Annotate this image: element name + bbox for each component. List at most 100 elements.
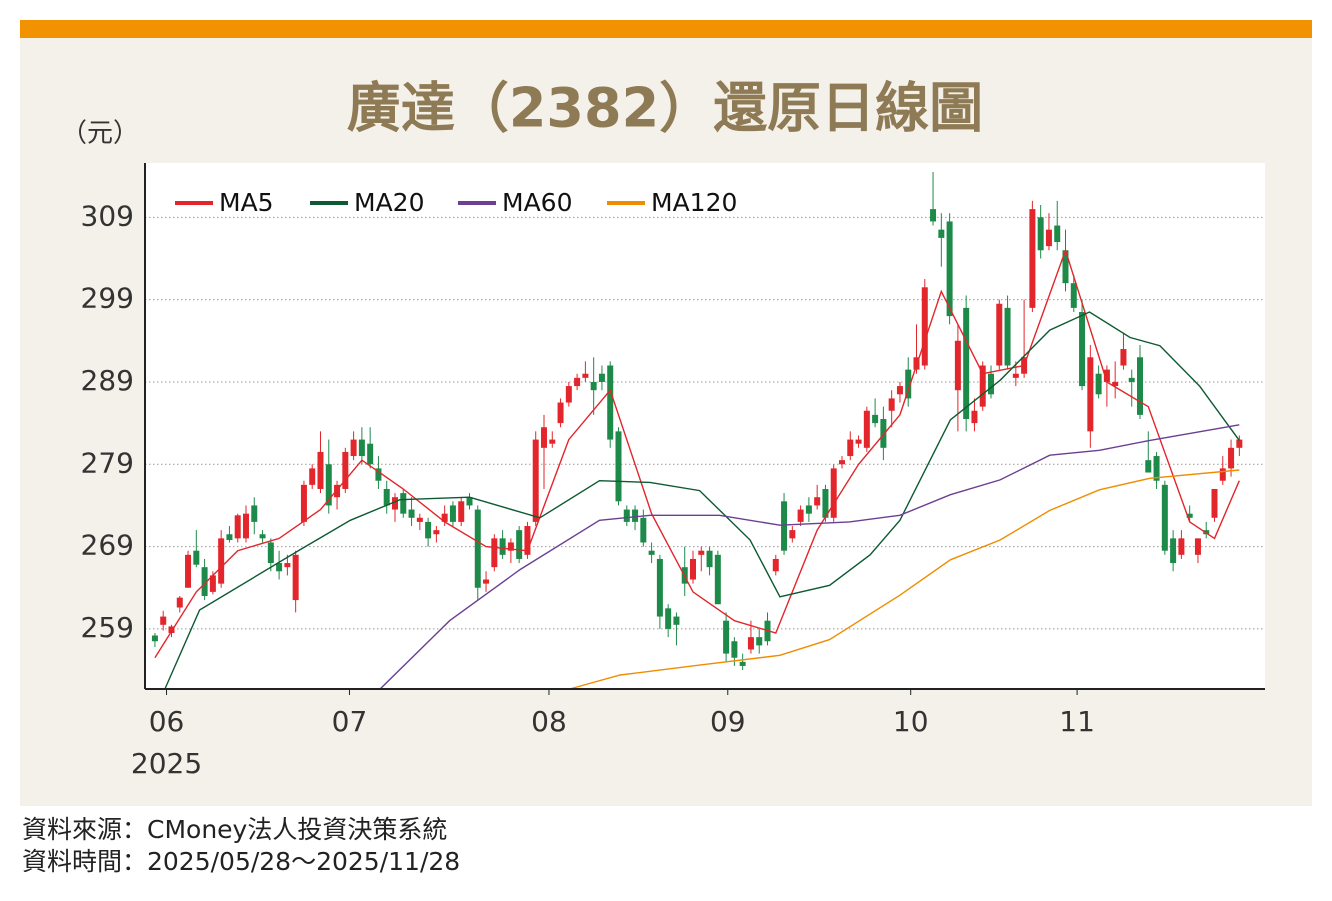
candle-body bbox=[1062, 250, 1069, 284]
top-bar bbox=[20, 20, 1312, 38]
x-tick-label: 11 bbox=[1059, 705, 1095, 738]
source: 資料來源：CMoney法人投資決策系統 bbox=[22, 815, 447, 844]
legend-label: MA120 bbox=[651, 188, 737, 217]
candle-body bbox=[466, 497, 473, 506]
candle-body bbox=[433, 530, 440, 535]
x-tick-label: 08 bbox=[531, 705, 567, 738]
candle-body bbox=[557, 402, 564, 424]
candle-body bbox=[996, 303, 1003, 366]
candle-body bbox=[590, 381, 597, 391]
candle-body bbox=[209, 575, 216, 592]
candle-body bbox=[1178, 538, 1185, 555]
candle-body bbox=[706, 550, 713, 568]
candle-body bbox=[483, 579, 490, 584]
candle-body bbox=[350, 439, 357, 457]
candle-body bbox=[665, 608, 672, 629]
candle-body bbox=[1170, 538, 1177, 564]
candle-body bbox=[607, 365, 614, 440]
candle-body bbox=[723, 620, 730, 654]
candle-body bbox=[739, 661, 746, 666]
y-tick-label: 259 bbox=[81, 611, 134, 644]
candle-body bbox=[408, 509, 415, 518]
legend-label: MA60 bbox=[502, 188, 572, 217]
candle-body bbox=[946, 221, 953, 317]
candle-body bbox=[383, 488, 390, 506]
candle-body bbox=[1145, 460, 1152, 473]
candle-body bbox=[1153, 456, 1160, 481]
candle-body bbox=[193, 550, 200, 565]
candle-body bbox=[325, 464, 332, 506]
candle-body bbox=[524, 526, 531, 555]
candle-body bbox=[1095, 373, 1102, 395]
candle-body bbox=[731, 641, 738, 658]
candle-body bbox=[458, 501, 465, 522]
candle-body bbox=[689, 558, 696, 580]
candle-body bbox=[532, 439, 539, 522]
candle-body bbox=[698, 550, 705, 555]
candle-body bbox=[1012, 373, 1019, 378]
y-tick-label: 279 bbox=[81, 446, 134, 479]
candle-body bbox=[342, 451, 349, 489]
legend-label: MA5 bbox=[219, 188, 274, 217]
y-tick-label: 309 bbox=[81, 199, 134, 232]
y-unit: （元） bbox=[61, 119, 139, 149]
ma-line bbox=[164, 311, 1240, 690]
candle-body bbox=[334, 484, 341, 498]
candle-body bbox=[971, 410, 978, 424]
candle-body bbox=[1103, 369, 1110, 382]
candle-body bbox=[781, 501, 788, 551]
candle-body bbox=[1087, 357, 1094, 432]
candle-body bbox=[888, 398, 895, 411]
candle-body bbox=[1137, 357, 1144, 415]
candle-body bbox=[1128, 377, 1135, 382]
candle-body bbox=[234, 515, 241, 539]
candle-body bbox=[565, 386, 572, 403]
candle-body bbox=[822, 488, 829, 518]
candle-body bbox=[391, 497, 398, 510]
candle-body bbox=[598, 373, 605, 382]
candle-body bbox=[640, 517, 647, 543]
candle-body bbox=[988, 373, 995, 395]
x-tick-label: 06 bbox=[149, 705, 185, 738]
candle-body bbox=[574, 377, 581, 387]
candle-body bbox=[872, 414, 879, 424]
candle-body bbox=[797, 509, 804, 522]
candle-body bbox=[772, 558, 779, 572]
candle-body bbox=[400, 493, 407, 514]
candle-body bbox=[805, 505, 812, 514]
candle-body bbox=[425, 521, 432, 539]
candle-body bbox=[1054, 225, 1061, 243]
candle-body bbox=[441, 513, 448, 522]
candle-body bbox=[1236, 439, 1243, 448]
candle-body bbox=[491, 538, 498, 568]
candle-body bbox=[1194, 538, 1201, 555]
candle-body bbox=[863, 410, 870, 448]
candle-body bbox=[276, 563, 283, 572]
period: 資料時間：2025/05/28～2025/11/28 bbox=[22, 847, 460, 876]
candle-body bbox=[847, 439, 854, 457]
candle-body bbox=[747, 637, 754, 650]
candle-body bbox=[963, 307, 970, 420]
x-tick-label: 10 bbox=[893, 705, 929, 738]
candle-body bbox=[300, 484, 307, 522]
year-label: 2025 bbox=[131, 747, 202, 780]
candle-body bbox=[1161, 484, 1168, 551]
candle-body bbox=[1070, 283, 1077, 308]
candle-body bbox=[1120, 349, 1127, 366]
candle-body bbox=[714, 554, 721, 605]
candle-body bbox=[1228, 447, 1235, 469]
candle-body bbox=[251, 505, 258, 522]
candle-body bbox=[814, 497, 821, 506]
candle-body bbox=[416, 517, 423, 522]
candle-body bbox=[1037, 217, 1044, 251]
candle-body bbox=[284, 563, 291, 568]
candle-body bbox=[789, 530, 796, 539]
candle-body bbox=[358, 439, 365, 457]
candle-body bbox=[1219, 468, 1226, 481]
candle-body bbox=[259, 534, 266, 539]
x-tick-label: 07 bbox=[332, 705, 368, 738]
candle-body bbox=[1112, 381, 1119, 387]
candle-body bbox=[226, 534, 233, 541]
candle-body bbox=[623, 509, 630, 522]
